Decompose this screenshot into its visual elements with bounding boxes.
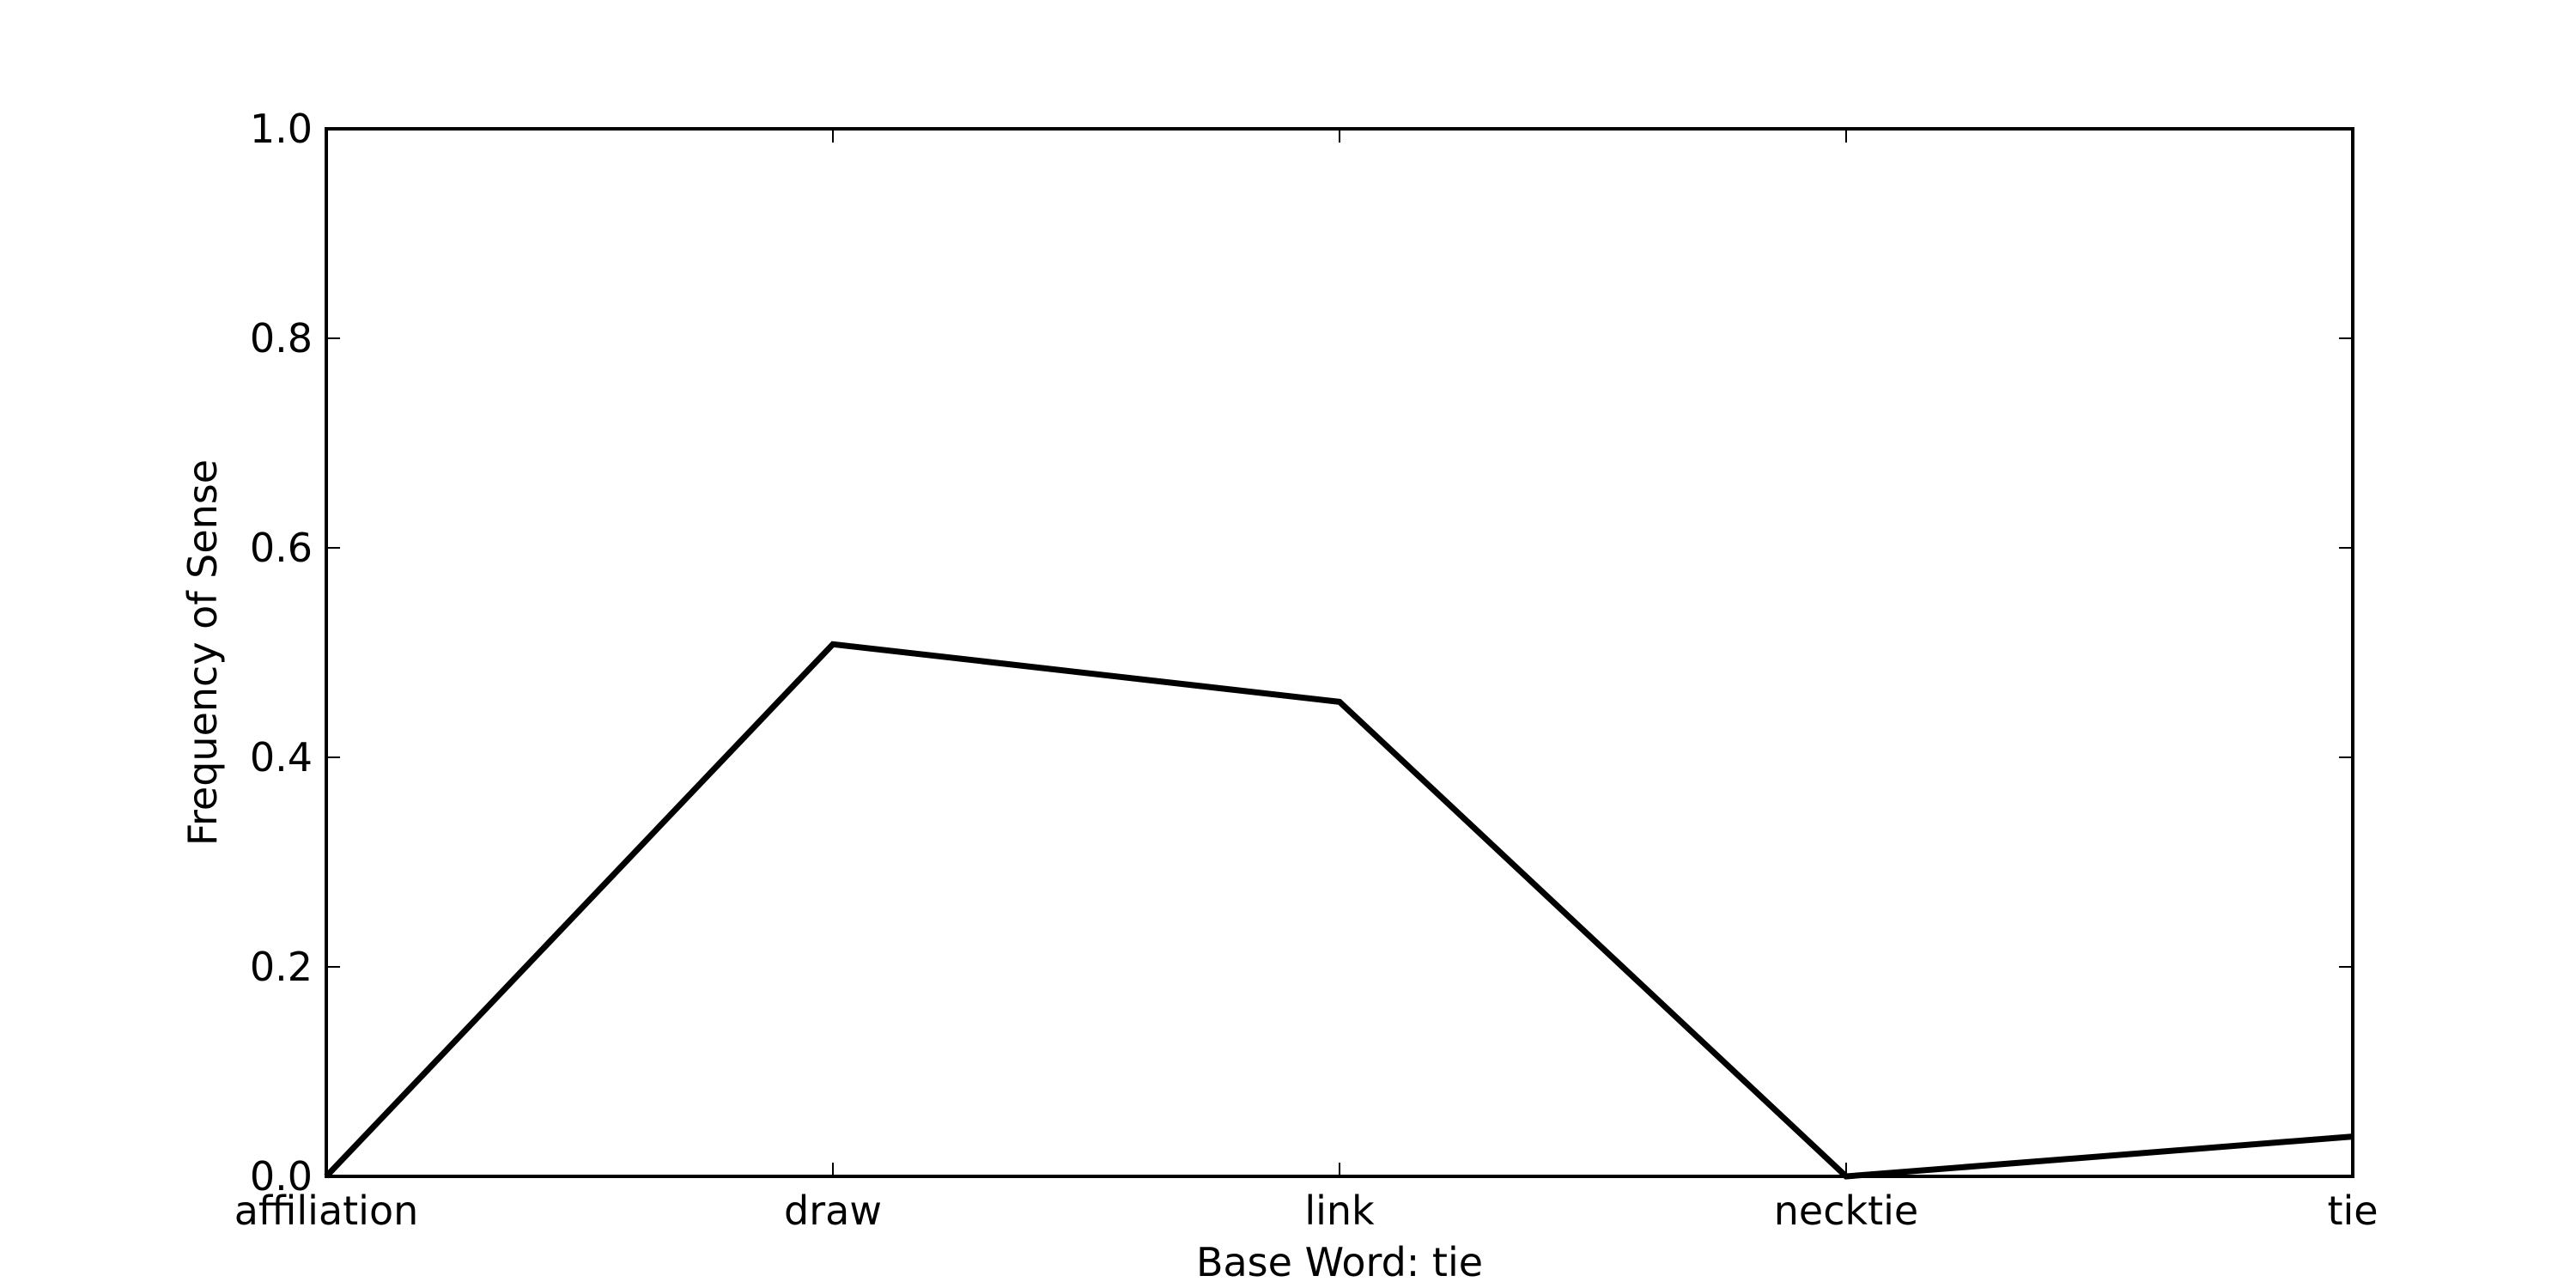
x-tick-label: affiliation <box>234 1188 419 1234</box>
y-tick-label: 1.0 <box>250 106 313 152</box>
data-point <box>832 643 834 645</box>
y-tick-label: 0.4 <box>250 734 313 781</box>
y-tick-label: 0.2 <box>250 944 313 990</box>
y-tick-label: 0.0 <box>250 1153 313 1200</box>
x-axis-label: Base Word: tie <box>1196 1239 1483 1285</box>
y-axis-label: Frequency of Sense <box>179 459 226 846</box>
x-tick-label: tie <box>2327 1188 2378 1234</box>
x-tick-label: draw <box>784 1188 882 1234</box>
x-tick-label: link <box>1304 1188 1375 1234</box>
labels-layer: 0.0 0.2 0.4 0.6 0.8 1.0 affiliation draw link nec… <box>234 106 2379 1234</box>
plot-frame <box>325 127 2354 1178</box>
x-tick-label: necktie <box>1774 1188 1919 1234</box>
y-tick-label: 0.8 <box>250 315 313 361</box>
y-tick-label: 0.6 <box>250 525 313 571</box>
